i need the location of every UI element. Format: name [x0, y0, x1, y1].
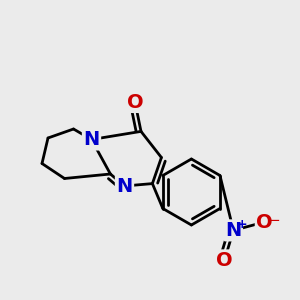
Text: N: N [83, 130, 100, 149]
Text: N: N [225, 221, 242, 240]
Text: O: O [216, 251, 233, 270]
Text: O: O [256, 212, 273, 232]
Text: −: − [268, 213, 280, 228]
Text: O: O [127, 92, 143, 112]
Text: +: + [237, 218, 248, 232]
Text: N: N [116, 176, 133, 196]
